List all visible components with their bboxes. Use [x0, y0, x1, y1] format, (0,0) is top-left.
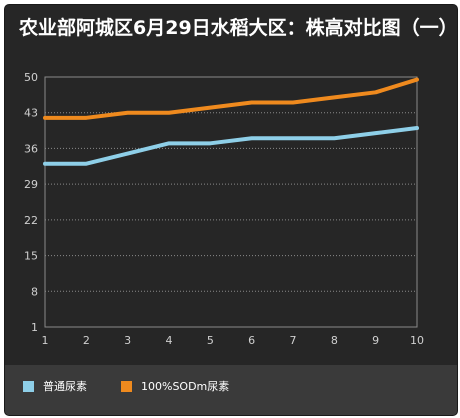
y-tick-label: 15	[24, 250, 38, 263]
y-tick-label: 36	[24, 142, 38, 155]
y-tick-label: 22	[24, 214, 38, 227]
x-tick-label: 1	[42, 334, 49, 347]
y-tick-label: 29	[24, 178, 38, 191]
chart-title: 农业部阿城区6月29日水稻大区：株高对比图（一）	[19, 17, 458, 39]
x-tick-label: 2	[83, 334, 90, 347]
legend-label-series-2: 100%SODm尿素	[141, 380, 230, 393]
x-tick-label: 5	[207, 334, 214, 347]
x-tick-label: 7	[290, 334, 297, 347]
series-line-2	[43, 77, 419, 120]
x-tick-label: 9	[372, 334, 379, 347]
legend-item-series-2[interactable]: 100%SODm尿素	[121, 378, 229, 394]
series-line-1	[43, 126, 419, 166]
x-tick-label: 4	[166, 334, 173, 347]
x-tick-label: 3	[124, 334, 131, 347]
chart-card: 农业部阿城区6月29日水稻大区：株高对比图（一） 1 8 15 22 29 36 43 50 1…	[4, 4, 458, 416]
legend-label-series-1: 普通尿素	[43, 380, 87, 393]
y-tick-label: 50	[24, 71, 38, 84]
legend-swatch-series-2	[121, 380, 132, 392]
x-tick-label: 10	[410, 334, 424, 347]
y-tick-label: 8	[31, 285, 38, 298]
legend-item-series-1[interactable]: 普通尿素	[23, 378, 87, 394]
line-chart: 1 8 15 22 29 36 43 50 1 2 3 4 5 6 7 8 9 10	[24, 71, 424, 347]
x-tick-label: 6	[248, 334, 255, 347]
y-tick-label: 43	[24, 107, 38, 120]
plot-area-border	[44, 76, 418, 328]
legend: 普通尿素 100%SODm尿素	[5, 365, 457, 415]
legend-swatch-series-1	[23, 380, 34, 392]
y-tick-label: 1	[31, 321, 38, 334]
x-tick-label: 8	[331, 334, 338, 347]
